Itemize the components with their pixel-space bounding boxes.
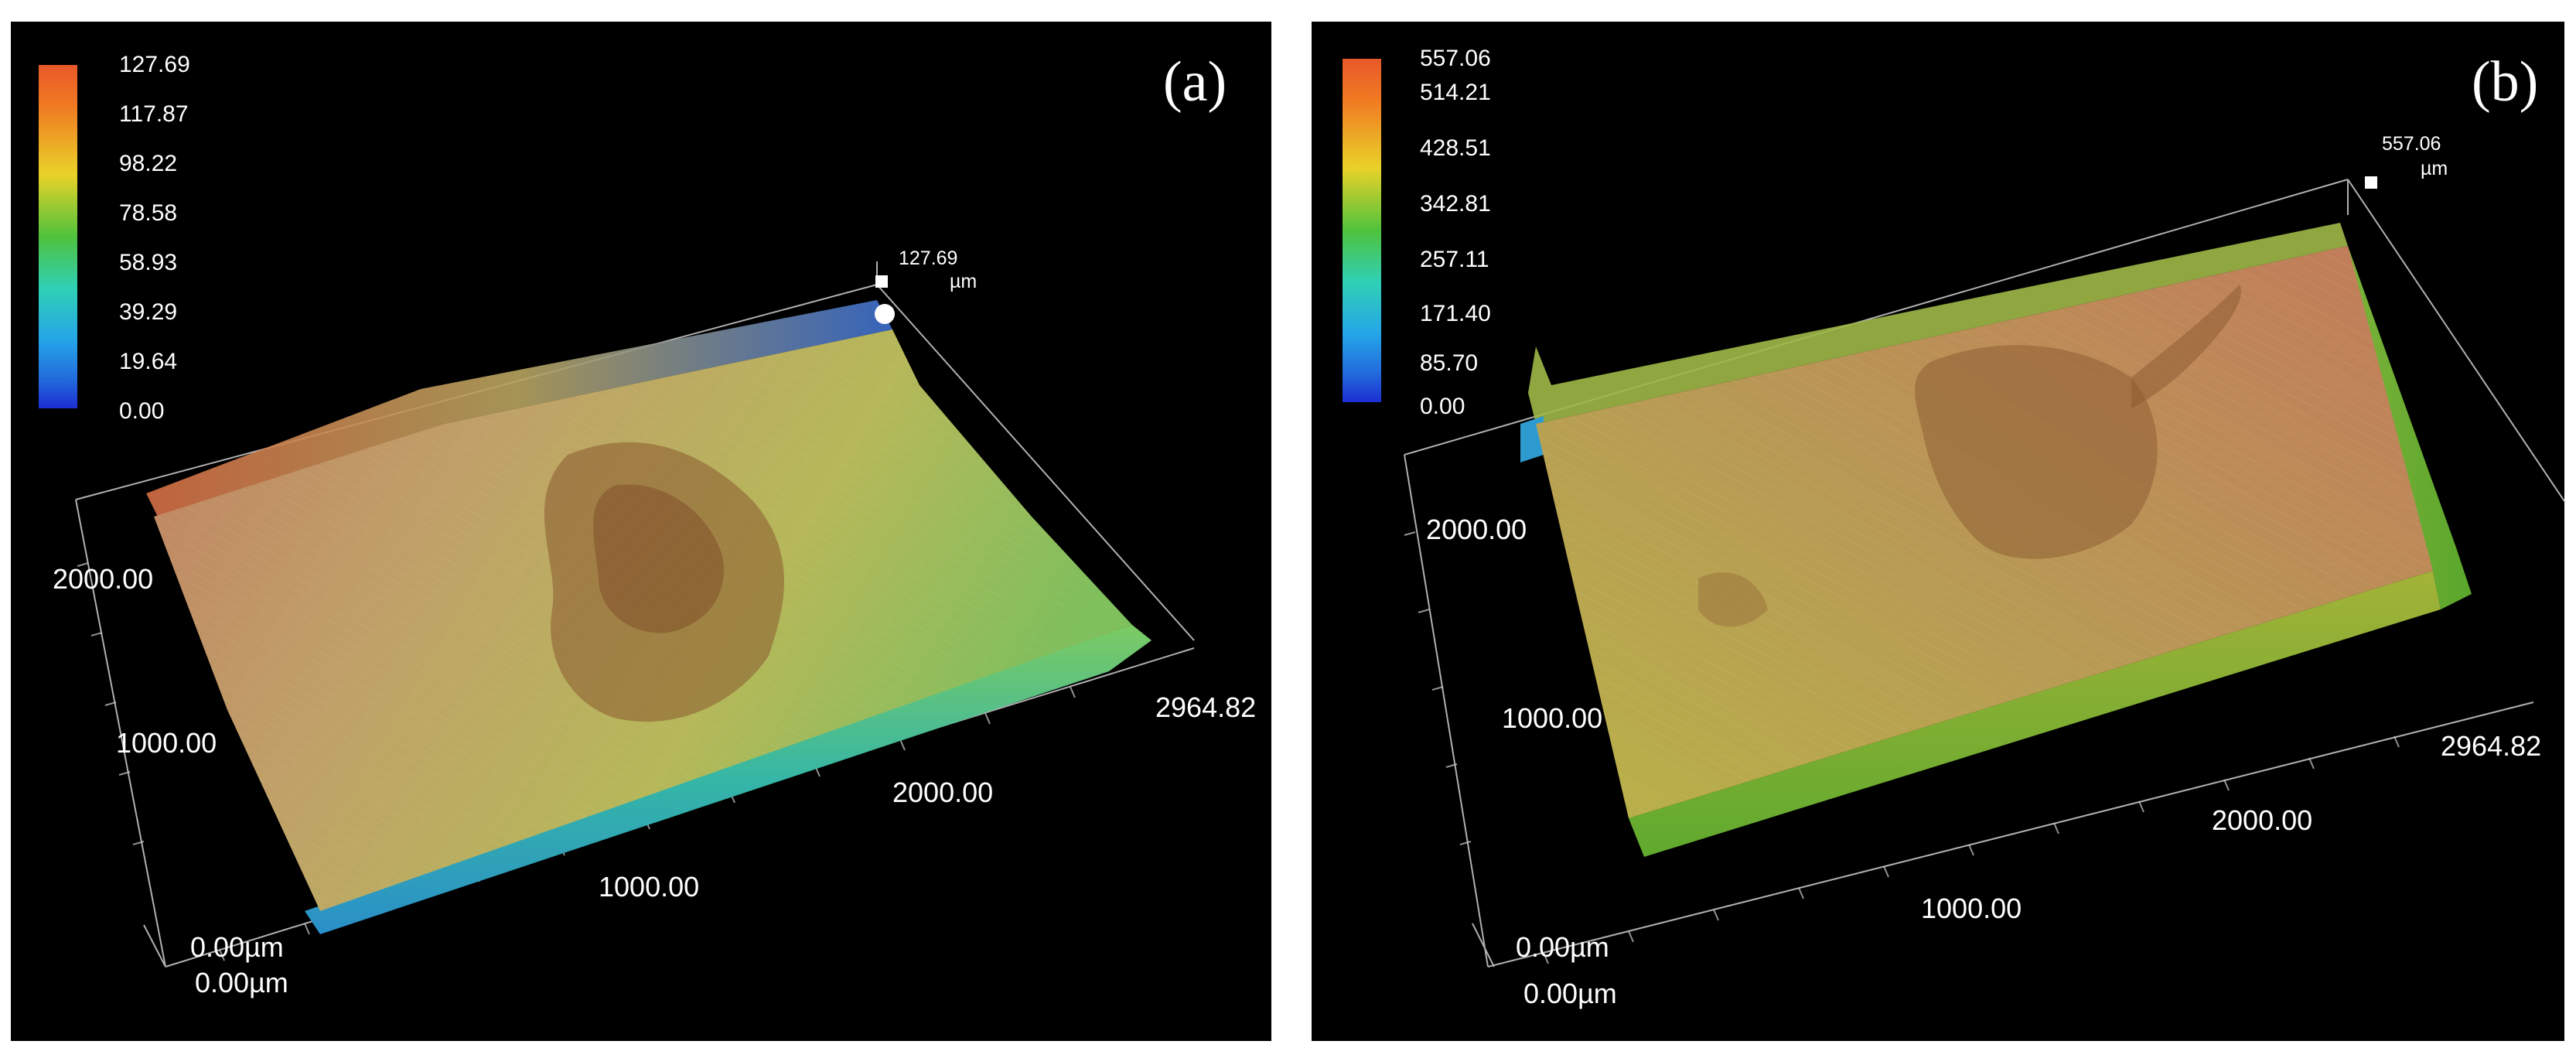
x-axis-tick-a: 2000.00 (892, 776, 994, 808)
y-axis-tick-b: 2000.00 (1426, 514, 1527, 545)
corrosion-small-b (1698, 572, 1768, 627)
colorbar-tick: 85.70 (1420, 350, 1479, 376)
x-axis-end-a: 2964.82 (1155, 691, 1257, 723)
colorbar-tick: 257.11 (1420, 247, 1489, 272)
colorbar-tick: 0.00 (119, 398, 165, 424)
panel-label-b: (b) (2472, 50, 2539, 114)
peak-marker-square-b (2365, 176, 2377, 189)
peak-value-b: 557.06 (2382, 133, 2441, 155)
colorbar-tick: 514.21 (1420, 80, 1491, 105)
side-edge-a (305, 625, 1152, 934)
x-axis-end-b: 2964.82 (2441, 730, 2542, 762)
peak-value-a: 127.69 (899, 247, 958, 269)
peak-unit-b: µm (2421, 158, 2448, 179)
y-axis-tick-b: 1000.00 (1502, 702, 1603, 734)
colorbar-tick: 19.64 (119, 349, 178, 374)
colorbar-tick: 127.69 (119, 52, 190, 77)
x-axis-origin-b: 0.00µm (1523, 978, 1617, 1009)
corrosion-spot-a (544, 442, 784, 722)
corrosion-streak-b (2131, 285, 2241, 408)
peak-marker-dot-a (875, 304, 895, 324)
y-axis-tick-a: 1000.00 (116, 727, 217, 759)
surface-plot-a (39, 65, 1195, 968)
colorbar-tick: 78.58 (119, 200, 178, 226)
colorbar-tick: 428.51 (1420, 135, 1491, 161)
x-axis-origin-a: 0.00µm (195, 967, 288, 998)
colorbar-tick: 342.81 (1420, 191, 1491, 217)
colorbar-tick: 39.29 (119, 299, 178, 325)
x-axis-tick-b: 2000.00 (2212, 804, 2313, 836)
panel-a: 127.69 117.87 98.22 78.58 58.93 39.29 19… (11, 22, 1271, 1041)
colorbar-labels-b: 557.06 514.21 428.51 342.81 257.11 171.4… (1420, 37, 1590, 419)
back-ridge-a (146, 300, 892, 517)
peak-unit-a: µm (950, 271, 978, 292)
corrosion-spot-b (1915, 345, 2158, 559)
colorbar-a (39, 65, 77, 408)
colorbar-tick: 117.87 (119, 101, 189, 127)
ticks-b (1404, 531, 2400, 964)
y-axis-origin-b: 0.00µm (1516, 931, 1609, 963)
x-axis-tick-b: 1000.00 (1921, 892, 2022, 924)
colorbar-tick: 58.93 (119, 250, 178, 275)
panel-b: 557.06 514.21 428.51 342.81 257.11 171.4… (1312, 22, 2564, 1041)
panel-label-a: (a) (1163, 50, 1227, 114)
back-edge-b (1528, 223, 2348, 424)
surface-plot-b (1343, 59, 2564, 968)
front-face-b (1629, 571, 2441, 857)
y-axis-origin-a: 0.00µm (190, 931, 284, 963)
x-axis-tick-a: 1000.00 (599, 871, 700, 903)
colorbar-tick: 98.22 (119, 151, 178, 176)
colorbar-tick: 171.40 (1420, 301, 1491, 326)
colorbar-tick: 0.00 (1420, 394, 1465, 419)
colorbar-tick: 557.06 (1420, 46, 1491, 71)
colorbar-labels-a: 127.69 117.87 98.22 78.58 58.93 39.29 19… (119, 37, 289, 424)
y-axis-tick-a: 2000.00 (53, 563, 154, 595)
colorbar-b (1343, 59, 1381, 402)
peak-marker-square-a (875, 275, 888, 288)
corrosion-core-a (593, 484, 724, 633)
